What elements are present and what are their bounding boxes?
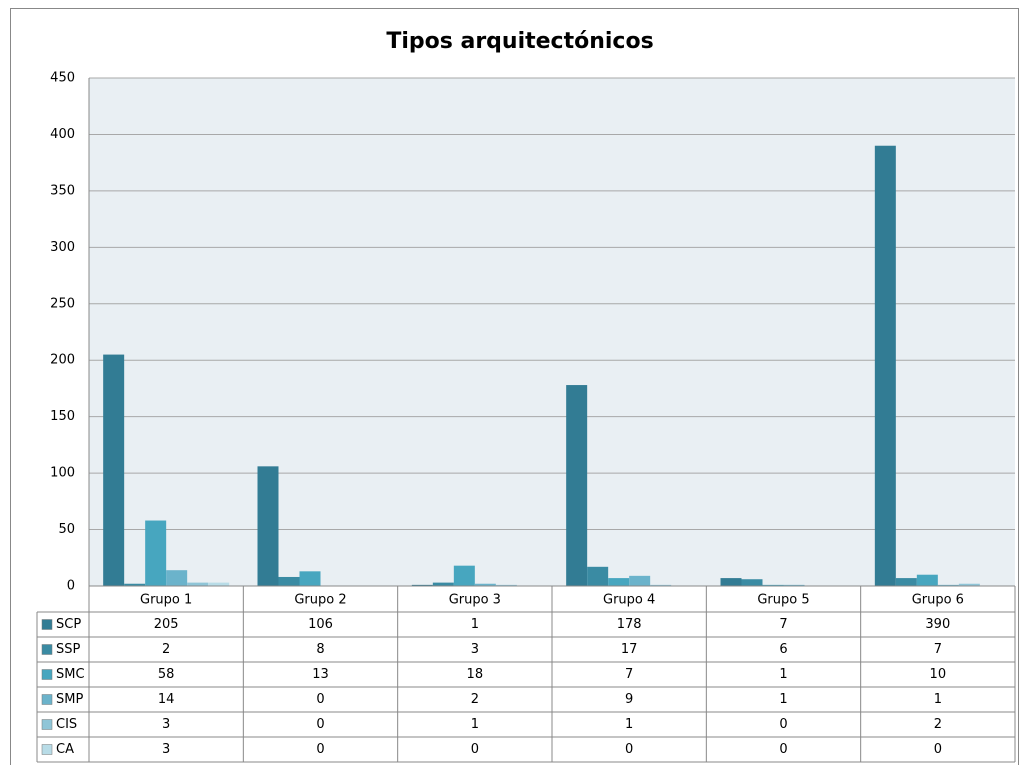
bar xyxy=(495,584,517,586)
legend-label: SMC xyxy=(56,667,85,682)
table-cell: 2 xyxy=(471,692,479,707)
table-cell: 0 xyxy=(316,717,324,732)
y-tick-label: 350 xyxy=(50,183,75,198)
y-tick-label: 50 xyxy=(58,522,75,537)
bar xyxy=(187,582,209,586)
table-cell: 390 xyxy=(925,617,950,632)
table-cell: 0 xyxy=(316,692,324,707)
table-cell: 0 xyxy=(779,717,787,732)
table-cell: 7 xyxy=(934,642,942,657)
bar xyxy=(783,584,805,586)
table-cell: 58 xyxy=(158,667,175,682)
bar xyxy=(895,578,917,586)
table-cell: 178 xyxy=(617,617,642,632)
x-tick-label: Grupo 6 xyxy=(912,593,964,608)
table-cell: 0 xyxy=(316,742,324,757)
legend-label: CA xyxy=(56,742,74,757)
bar xyxy=(874,145,896,586)
table-cell: 3 xyxy=(471,642,479,657)
table-cell: 6 xyxy=(779,642,787,657)
x-tick-label: Grupo 1 xyxy=(140,593,192,608)
bar xyxy=(299,571,321,586)
bar xyxy=(937,584,959,586)
legend-key xyxy=(41,744,53,755)
legend-key xyxy=(41,669,53,680)
table-cell: 2 xyxy=(162,642,170,657)
table-cell: 7 xyxy=(625,667,633,682)
legend-label: SSP xyxy=(56,642,81,657)
table-cell: 0 xyxy=(625,742,633,757)
bar xyxy=(762,584,784,586)
chart-title: Tipos arquitectónicos xyxy=(386,29,653,54)
bar xyxy=(145,520,167,586)
table-cell: 1 xyxy=(471,717,479,732)
table-cell: 8 xyxy=(316,642,324,657)
bar xyxy=(208,582,230,586)
x-tick-label: Grupo 5 xyxy=(757,593,809,608)
bar xyxy=(958,583,980,586)
legend-key xyxy=(41,719,53,730)
legend-key xyxy=(41,644,53,655)
table-cell: 14 xyxy=(158,692,175,707)
bar xyxy=(166,570,188,586)
y-tick-label: 250 xyxy=(50,296,75,311)
plot-area xyxy=(89,78,1015,586)
legend-key xyxy=(41,619,53,630)
table-cell: 0 xyxy=(934,742,942,757)
table-cell: 1 xyxy=(779,667,787,682)
y-tick-label: 150 xyxy=(50,409,75,424)
bar xyxy=(650,584,672,586)
bar xyxy=(103,354,125,586)
bar xyxy=(124,583,146,586)
bar xyxy=(608,578,630,586)
bar xyxy=(587,566,609,586)
table-cell: 3 xyxy=(162,742,170,757)
bar xyxy=(741,579,763,586)
bar xyxy=(629,575,651,586)
table-cell: 106 xyxy=(308,617,333,632)
table-cell: 1 xyxy=(934,692,942,707)
bar xyxy=(411,584,433,586)
legend-label: CIS xyxy=(56,717,77,732)
table-cell: 17 xyxy=(621,642,638,657)
table-cell: 9 xyxy=(625,692,633,707)
y-tick-label: 300 xyxy=(50,240,75,255)
table-cell: 0 xyxy=(471,742,479,757)
table-cell: 1 xyxy=(625,717,633,732)
bar xyxy=(720,578,742,586)
legend-label: SMP xyxy=(56,692,83,707)
bar xyxy=(566,385,588,586)
y-tick-label: 200 xyxy=(50,353,75,368)
x-tick-label: Grupo 2 xyxy=(294,593,346,608)
bar xyxy=(257,466,279,586)
table-cell: 3 xyxy=(162,717,170,732)
table-cell: 2 xyxy=(934,717,942,732)
table-cell: 7 xyxy=(779,617,787,632)
table-cell: 0 xyxy=(779,742,787,757)
y-tick-label: 400 xyxy=(50,127,75,142)
bar xyxy=(916,574,938,586)
x-tick-label: Grupo 3 xyxy=(449,593,501,608)
legend-key xyxy=(41,694,53,705)
y-tick-label: 0 xyxy=(67,579,75,594)
table-cell: 1 xyxy=(779,692,787,707)
bar xyxy=(474,583,496,586)
bar xyxy=(278,576,300,586)
table-cell: 13 xyxy=(312,667,329,682)
bar xyxy=(432,582,454,586)
legend-label: SCP xyxy=(56,617,81,632)
table-cell: 205 xyxy=(154,617,179,632)
y-tick-label: 100 xyxy=(50,466,75,481)
table-cell: 18 xyxy=(467,667,484,682)
table-cell: 10 xyxy=(930,667,947,682)
bar xyxy=(453,565,475,586)
x-tick-label: Grupo 4 xyxy=(603,593,655,608)
table-cell: 1 xyxy=(471,617,479,632)
y-tick-label: 450 xyxy=(50,71,75,86)
